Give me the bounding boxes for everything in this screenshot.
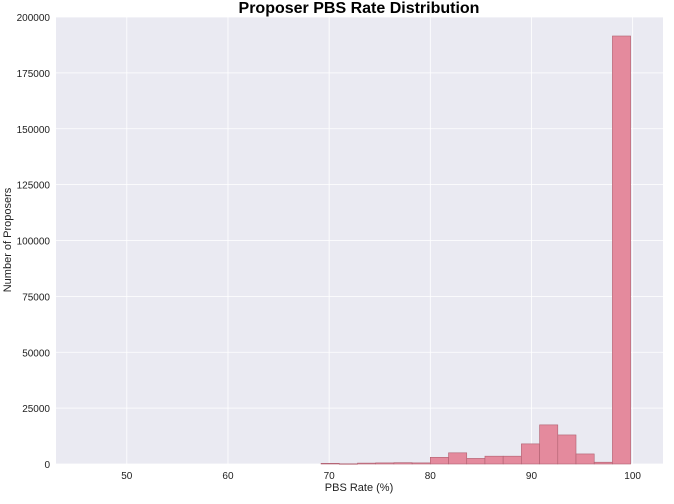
histogram-bar <box>393 462 413 465</box>
histogram-bar <box>357 462 376 465</box>
x-axis-label: PBS Rate (%) <box>325 482 393 494</box>
histogram-bar <box>448 452 468 465</box>
histogram-bar <box>466 458 486 465</box>
x-tick-label: 100 <box>624 471 641 482</box>
histogram-bar <box>430 456 449 465</box>
bars-group <box>320 35 631 465</box>
x-tick-label: 50 <box>121 471 133 482</box>
histogram-bar <box>521 443 540 465</box>
y-tick-labels: 0 25000 50000 75000 100000 125000 150000 175000… <box>17 13 51 471</box>
grid-lines <box>56 16 663 465</box>
histogram-bar <box>575 453 595 465</box>
x-tick-label: 90 <box>526 471 538 482</box>
y-tick-label: 150000 <box>17 125 51 136</box>
histogram-bar <box>539 424 559 465</box>
x-tick-label: 80 <box>425 471 437 482</box>
y-tick-label: 0 <box>44 460 50 471</box>
histogram-bar <box>612 35 631 465</box>
histogram-bar <box>411 462 431 465</box>
y-tick-label: 75000 <box>22 292 50 303</box>
histogram-bar <box>593 461 613 465</box>
y-tick-label: 200000 <box>17 13 51 24</box>
x-tick-labels: 50 60 70 80 90 100 <box>121 471 641 482</box>
histogram-bar <box>375 462 395 465</box>
histogram-bar <box>320 463 340 465</box>
y-tick-label: 175000 <box>17 69 51 80</box>
y-tick-label: 125000 <box>17 181 51 192</box>
x-tick-label: 60 <box>222 471 234 482</box>
y-tick-label: 100000 <box>17 237 51 248</box>
histogram-bar <box>338 463 358 465</box>
histogram-bar <box>484 455 504 465</box>
y-tick-label: 50000 <box>22 348 50 359</box>
y-tick-label: 25000 <box>22 404 50 415</box>
histogram-bar <box>502 455 522 465</box>
chart-title: Proposer PBS Rate Distribution <box>239 0 480 17</box>
y-axis-label: Number of Proposers <box>2 187 14 292</box>
x-tick-label: 70 <box>324 471 336 482</box>
histogram-bar <box>557 434 577 465</box>
